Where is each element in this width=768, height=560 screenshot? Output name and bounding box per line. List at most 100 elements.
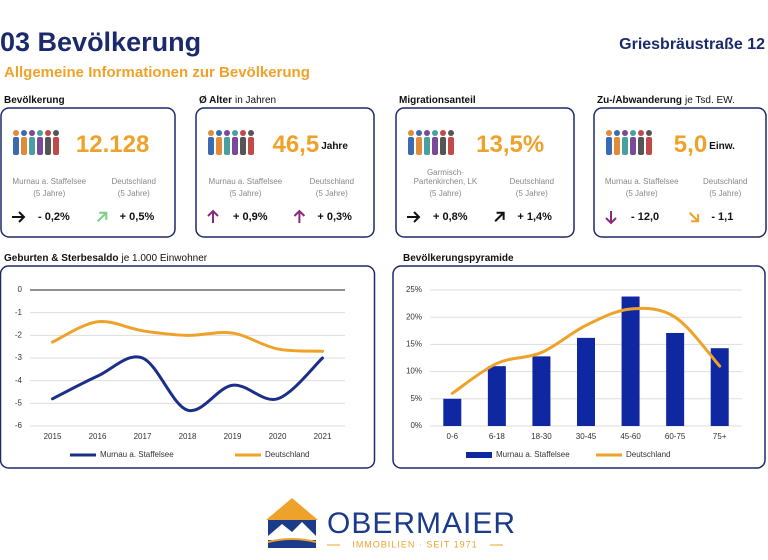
card — [0, 107, 176, 238]
arrow-shape — [97, 211, 108, 222]
arrow-shape — [407, 211, 421, 223]
y-tick-label: -3 — [15, 353, 23, 362]
card-title: Migrationsanteil — [399, 95, 476, 106]
left-change: + 0,9% — [233, 211, 268, 223]
left-label: Partenkirchen, LK — [414, 177, 478, 186]
icon-body — [606, 137, 612, 155]
chart-subtitle: je 1.000 Einwohner — [120, 253, 207, 264]
panel — [0, 265, 376, 469]
left-label: Garmisch- — [427, 168, 464, 177]
icon-body — [646, 137, 652, 155]
icon-body — [232, 137, 238, 155]
icon-head — [53, 130, 59, 136]
card-value: 12.128 — [76, 131, 149, 158]
icon-head — [45, 130, 51, 136]
trend-arrow — [605, 211, 617, 225]
right-label: Deutschland — [310, 177, 354, 186]
y-tick-label: 20% — [406, 312, 422, 321]
x-tick-label: 75+ — [713, 432, 727, 441]
icon-body — [614, 137, 620, 155]
icon-head — [424, 130, 430, 136]
card-title-main: Zu-/Abwanderung — [597, 95, 682, 106]
legend-swatch — [466, 452, 492, 458]
x-tick-label: 2021 — [314, 432, 332, 441]
brand: OBERMAIER — [327, 507, 516, 540]
unit: Jahre — [321, 141, 348, 152]
left-change: - 12,0 — [631, 211, 659, 223]
arrow-shape — [12, 211, 26, 223]
icon-head — [29, 130, 35, 136]
line — [51, 319, 324, 353]
x-tick-label: 2018 — [179, 432, 197, 441]
bar — [577, 337, 595, 426]
icon-head — [408, 130, 414, 136]
card-value: 5,0 Einw. — [674, 131, 735, 158]
left-period: (5 Jahre) — [229, 189, 261, 198]
icon-body — [424, 137, 430, 155]
y-tick-label: -4 — [15, 376, 23, 385]
x-tick-label: 0-6 — [447, 432, 459, 441]
icon-body — [448, 137, 454, 155]
right-change: - 1,1 — [711, 211, 733, 223]
icon-body — [13, 137, 19, 155]
left-period: (5 Jahre) — [429, 189, 461, 198]
x-tick-label: 60-75 — [665, 432, 686, 441]
trend-arrow — [293, 209, 306, 223]
x-tick-label: 45-60 — [620, 432, 641, 441]
left-label: Murnau a. Staffelsee — [12, 177, 86, 186]
bar — [532, 356, 551, 426]
x-tick-label: 2020 — [269, 432, 287, 441]
card-title: Zu-/Abwanderung je Tsd. EW. — [597, 95, 735, 106]
left-label: Murnau a. Staffelsee — [209, 177, 283, 186]
icon-body — [638, 137, 644, 155]
x-tick-label: 2019 — [224, 432, 242, 441]
icon-body — [37, 137, 43, 155]
right-label: Deutschland — [703, 177, 747, 186]
card — [593, 107, 767, 238]
logo: OBERMAIER IMMOBILIEN · SEIT 1971 — [266, 498, 516, 549]
right-change: + 1,4% — [517, 211, 552, 223]
arrow-shape — [494, 211, 505, 222]
trend-arrow — [688, 212, 700, 223]
card-title-main: Ø Alter — [199, 95, 232, 106]
right-period: (5 Jahre) — [118, 189, 150, 198]
x-tick-label: 2015 — [44, 432, 62, 441]
left-period: (5 Jahre) — [626, 189, 658, 198]
icon-head — [232, 130, 238, 136]
trend-arrow — [97, 211, 108, 222]
legend-label: Murnau a. Staffelsee — [496, 450, 570, 459]
icon-body — [630, 137, 636, 155]
icon-head — [240, 130, 246, 136]
icon-head — [440, 130, 446, 136]
bar — [666, 332, 685, 426]
icon-head — [432, 130, 438, 136]
y-tick-label: 0 — [18, 285, 23, 294]
right-period: (5 Jahre) — [316, 189, 348, 198]
icon-head — [37, 130, 43, 136]
right-label: Deutschland — [510, 177, 554, 186]
arrow-shape — [207, 209, 219, 223]
icon-body — [45, 137, 51, 155]
x-tick-label: 6-18 — [489, 432, 506, 441]
value: 5,0 — [674, 131, 707, 158]
card-title-note: in Jahren — [235, 95, 276, 106]
chart-title-main: Geburten & Sterbesaldo — [4, 253, 118, 264]
bar — [443, 398, 462, 426]
icon-head — [638, 130, 644, 136]
icon-body — [224, 137, 230, 155]
card-title-main: Migrationsanteil — [399, 95, 476, 106]
y-tick-label: 15% — [406, 340, 422, 349]
left-period: (5 Jahre) — [33, 189, 65, 198]
trend-arrow — [407, 211, 421, 223]
trend-arrow — [207, 209, 219, 223]
right-change: + 0,5% — [120, 211, 155, 223]
x-tick-label: 2016 — [89, 432, 107, 441]
chart-title: Geburten & Sterbesaldo je 1.000 Einwohner — [4, 253, 208, 264]
bar — [710, 348, 729, 426]
icon-head — [448, 130, 454, 136]
icon-body — [622, 137, 628, 155]
value: 13,5% — [476, 131, 544, 158]
icon-head — [646, 130, 652, 136]
chart-title-main: Bevölkerungspyramide — [403, 253, 514, 264]
